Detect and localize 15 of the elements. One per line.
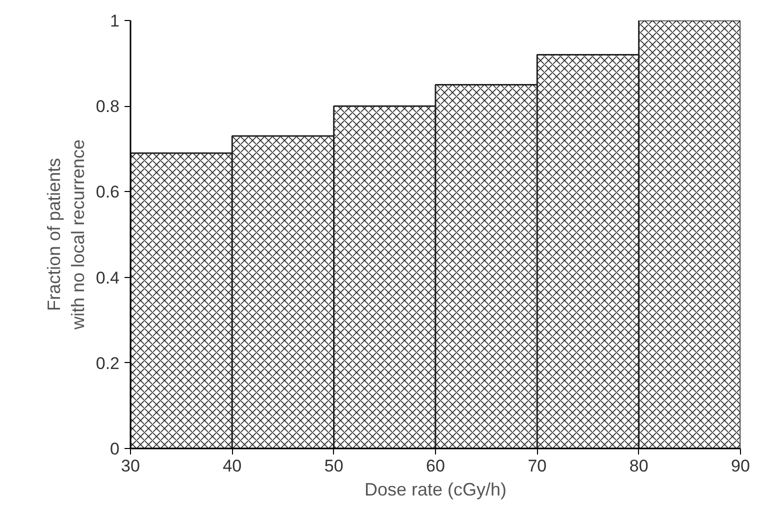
x-tick-label: 90 (731, 456, 750, 476)
y-axis-title: Fraction of patients with no local recurrence (44, 139, 88, 331)
x-tick-label: 80 (629, 456, 648, 476)
y-tick-label: 0.6 (96, 182, 120, 202)
x-tick-label: 40 (222, 456, 242, 476)
x-axis-title: Dose rate (cGy/h) (364, 480, 507, 500)
y-tick-label: 0.4 (96, 268, 120, 288)
x-tick-label: 70 (528, 456, 547, 476)
x-tick-label: 50 (324, 456, 344, 476)
y-tick-label: 0.2 (96, 354, 120, 373)
y-tick-label: 0.8 (96, 97, 120, 116)
x-tick-label: 30 (121, 456, 140, 476)
y-tick-label: 1 (110, 12, 120, 30)
x-tick-label: 60 (426, 456, 445, 476)
y-tick-label: 0 (110, 440, 120, 458)
